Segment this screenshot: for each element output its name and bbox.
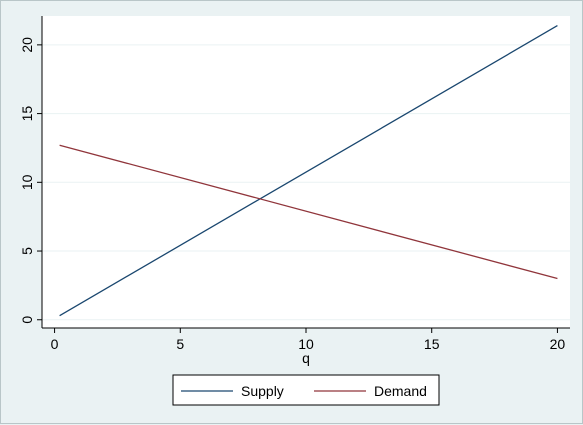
x-tick-label: 10 bbox=[298, 336, 314, 352]
y-tick-label: 0 bbox=[19, 316, 35, 324]
series-line-demand bbox=[59, 144, 558, 280]
y-tick-label: 20 bbox=[19, 37, 35, 53]
legend-label-demand: Demand bbox=[374, 383, 427, 399]
x-tick-label: 5 bbox=[176, 336, 184, 352]
legend-box bbox=[172, 374, 440, 406]
series-line-supply bbox=[59, 25, 558, 317]
x-axis-title: q bbox=[302, 350, 310, 366]
y-tick-label: 15 bbox=[19, 106, 35, 122]
x-tick-label: 0 bbox=[51, 336, 59, 352]
x-tick-label: 20 bbox=[550, 336, 566, 352]
y-tick-label: 10 bbox=[19, 174, 35, 190]
legend-label-supply: Supply bbox=[241, 383, 284, 399]
x-tick-label: 15 bbox=[424, 336, 440, 352]
legend: Supply Demand bbox=[172, 374, 440, 406]
y-tick-label: 5 bbox=[19, 247, 35, 255]
